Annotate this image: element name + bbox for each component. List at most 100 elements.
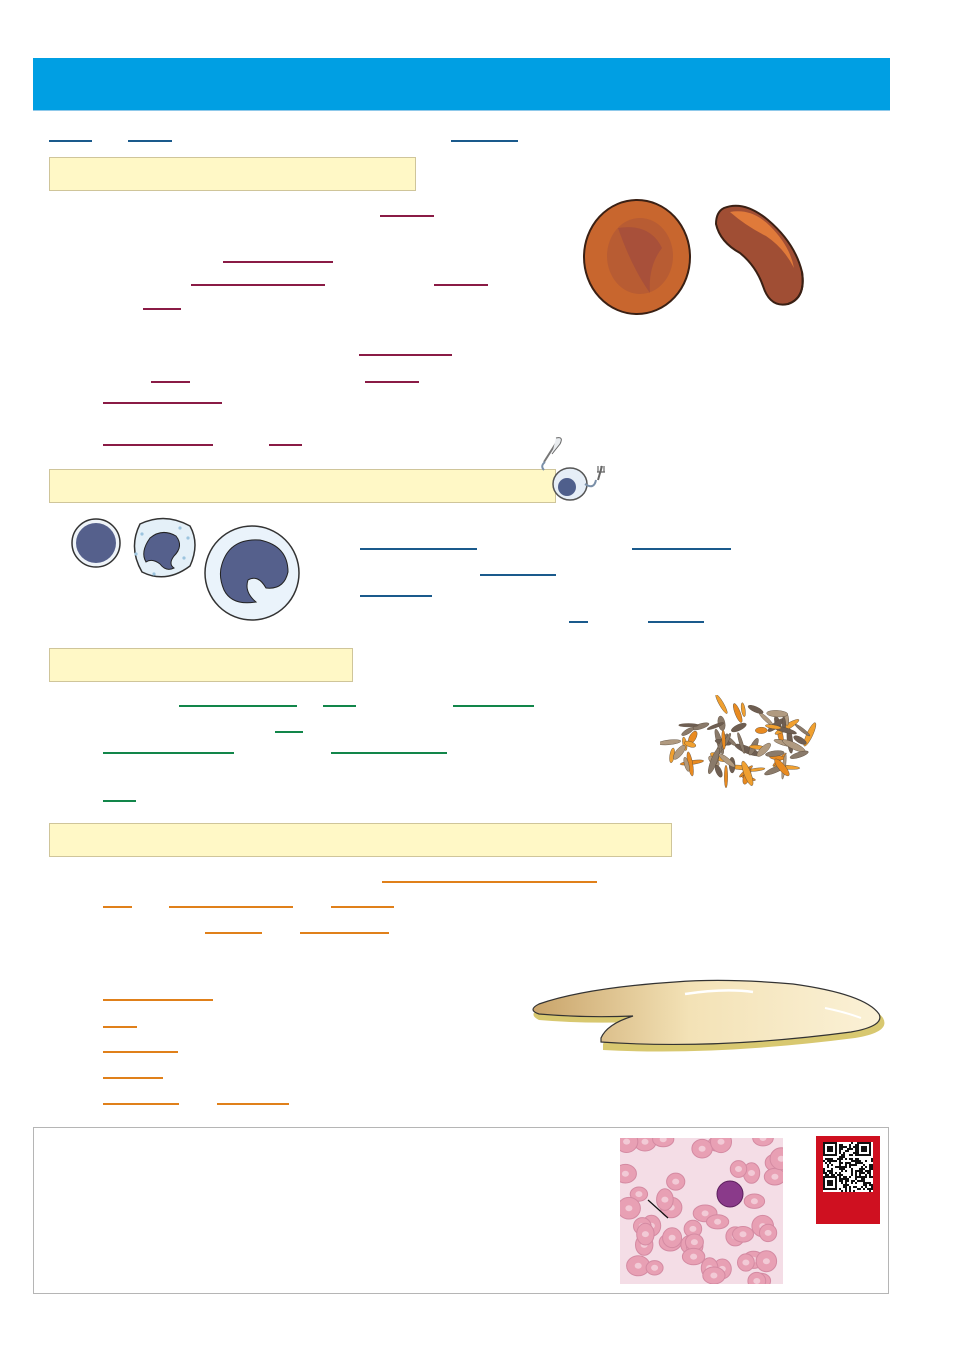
platelet-blank-6[interactable]	[331, 752, 447, 754]
qr-module	[863, 1172, 865, 1174]
qr-module	[845, 1180, 847, 1182]
qr-module	[847, 1148, 849, 1150]
qr-module	[839, 1168, 841, 1170]
red-cell	[652, 1138, 675, 1148]
rbc-blank-6[interactable]	[359, 354, 452, 356]
qr-module	[825, 1174, 827, 1176]
platelet-blank-4[interactable]	[275, 731, 303, 733]
qr-module	[869, 1172, 871, 1174]
wbc-blank-6[interactable]	[648, 621, 704, 623]
qr-code-card[interactable]	[816, 1136, 880, 1224]
qr-module	[865, 1160, 867, 1162]
platelet	[706, 722, 724, 730]
rbc-blank-7[interactable]	[151, 381, 190, 383]
qr-module	[839, 1150, 841, 1152]
qr-module	[855, 1176, 857, 1178]
qr-module	[841, 1190, 843, 1192]
plasma-blank-1[interactable]	[382, 881, 597, 883]
plasma-blank-12[interactable]	[217, 1103, 289, 1105]
qr-module	[857, 1188, 859, 1190]
plasma-blank-7[interactable]	[103, 999, 213, 1001]
wbc-blank-2[interactable]	[632, 548, 731, 550]
qr-module	[829, 1158, 831, 1160]
qr-module	[867, 1182, 869, 1184]
pointer-line	[647, 1199, 669, 1219]
qr-module	[843, 1178, 845, 1180]
qr-module	[845, 1190, 847, 1192]
qr-module	[839, 1144, 841, 1146]
plasma-blank-5[interactable]	[205, 932, 262, 934]
wbc-blank-4[interactable]	[360, 595, 432, 597]
platelet-cluster	[660, 695, 820, 790]
qr-module	[841, 1166, 843, 1168]
rbc-blank-10[interactable]	[103, 444, 213, 446]
qr-module	[845, 1162, 847, 1164]
qr-module	[839, 1164, 841, 1166]
platelet	[724, 765, 728, 789]
qr-module	[871, 1164, 873, 1166]
qr-module	[845, 1182, 847, 1184]
qr-module	[839, 1148, 841, 1150]
plasma-blank-3[interactable]	[169, 906, 293, 908]
intro-blank-2[interactable]	[128, 140, 172, 142]
rbc-blank-8[interactable]	[365, 381, 419, 383]
qr-module	[851, 1172, 853, 1174]
platelet-blank-3[interactable]	[453, 705, 534, 707]
plasma-blank-11[interactable]	[103, 1103, 179, 1105]
intro-blank-3[interactable]	[451, 140, 518, 142]
platelet-blank-2[interactable]	[323, 705, 356, 707]
rbc-blank-3[interactable]	[191, 284, 325, 286]
platelet	[756, 742, 771, 757]
rbc-blank-1[interactable]	[380, 215, 434, 217]
rbc-blank-4[interactable]	[434, 284, 488, 286]
red-cell-center	[672, 1178, 680, 1185]
wbc-blank-5[interactable]	[569, 621, 588, 623]
plasma-blank-10[interactable]	[103, 1077, 163, 1079]
qr-module	[855, 1162, 857, 1164]
plasma-blank-6[interactable]	[300, 932, 389, 934]
platelet-blank-7[interactable]	[103, 800, 136, 802]
rbc-blank-5[interactable]	[143, 308, 181, 310]
qr-module	[861, 1162, 863, 1164]
qr-module	[845, 1164, 847, 1166]
qr-module	[859, 1162, 861, 1164]
qr-module	[863, 1182, 865, 1184]
white-blood-cell-types	[70, 514, 302, 624]
qr-module	[855, 1146, 857, 1148]
qr-module	[869, 1184, 871, 1186]
plasma-blank-8[interactable]	[103, 1026, 137, 1028]
qr-module	[849, 1146, 851, 1148]
rbc-blank-9[interactable]	[103, 402, 222, 404]
plasma-blank-2[interactable]	[103, 906, 132, 908]
platelet	[681, 727, 695, 736]
red-cell-center	[661, 1196, 669, 1203]
qr-module	[867, 1188, 869, 1190]
qr-module	[845, 1158, 847, 1160]
qr-module	[839, 1178, 841, 1180]
intro-blank-1[interactable]	[49, 140, 92, 142]
qr-module	[839, 1160, 841, 1162]
qr-module	[849, 1166, 851, 1168]
qr-module	[847, 1184, 849, 1186]
qr-module	[855, 1144, 857, 1146]
plasma-blank-9[interactable]	[103, 1051, 178, 1053]
platelet-blank-1[interactable]	[179, 705, 297, 707]
rbc-blank-11[interactable]	[269, 444, 302, 446]
wbc-blank-1[interactable]	[360, 548, 477, 550]
platelet-blank-5[interactable]	[103, 752, 234, 754]
qr-module	[843, 1186, 845, 1188]
wbc-blank-3[interactable]	[480, 574, 556, 576]
qr-module	[867, 1172, 869, 1174]
plasma-blank-4[interactable]	[331, 906, 394, 908]
qr-module	[827, 1160, 829, 1162]
qr-module	[863, 1168, 865, 1170]
red-cell-center	[759, 1138, 767, 1141]
qr-module	[835, 1166, 837, 1168]
qr-module	[827, 1146, 833, 1152]
qr-code[interactable]	[823, 1142, 873, 1192]
red-cell	[752, 1138, 774, 1147]
rbc-blank-2[interactable]	[223, 261, 333, 263]
platelet	[715, 695, 728, 714]
qr-module	[849, 1190, 851, 1192]
red-cell-center	[753, 1278, 761, 1284]
